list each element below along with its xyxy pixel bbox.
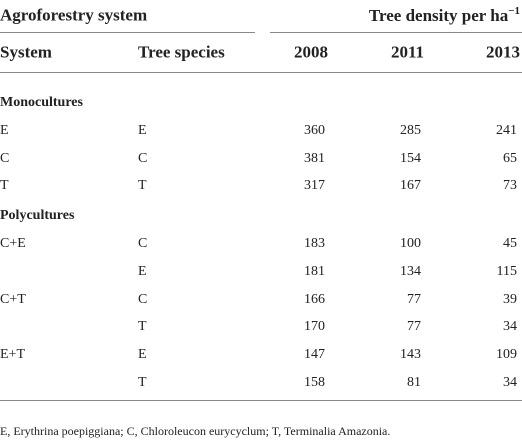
cell: T	[138, 319, 147, 335]
group-header-text: Tree density per ha	[368, 5, 509, 25]
cell: 39	[503, 291, 517, 307]
cell: 158	[304, 374, 325, 390]
footnote: E, Erythrina poepiggiana; C, Chloroleuco…	[0, 424, 391, 438]
cell: 34	[503, 319, 517, 335]
cell: 81	[407, 374, 421, 390]
cell: C+T	[0, 291, 26, 307]
cell: C+E	[0, 236, 26, 252]
cell: T	[138, 374, 147, 390]
cell: 285	[400, 123, 421, 138]
cell: T	[138, 178, 147, 194]
cell: 34	[503, 374, 517, 390]
cell: 109	[496, 346, 517, 362]
cell: 147	[304, 346, 325, 362]
cell: 100	[400, 236, 421, 252]
section-title: Monocultures	[0, 95, 83, 110]
cell: E	[138, 263, 147, 279]
column-header: System	[0, 42, 52, 62]
bottom-rule	[0, 400, 522, 401]
cell: C	[138, 150, 148, 166]
cell: 154	[400, 150, 421, 166]
column-header: Tree species	[138, 42, 225, 62]
column-header: 2013	[486, 42, 520, 62]
cell: 77	[407, 291, 421, 307]
cell: 317	[304, 178, 325, 194]
cell: E+T	[0, 346, 25, 362]
cell: C	[138, 291, 148, 307]
cell: 241	[496, 123, 517, 138]
column-header: 2008	[294, 42, 328, 62]
cell: 381	[304, 150, 325, 166]
cell: 77	[407, 319, 421, 335]
cell: 134	[400, 263, 421, 279]
cell: 115	[496, 263, 517, 279]
header-rule	[0, 72, 522, 73]
column-header: 2011	[390, 42, 424, 62]
cell: C	[138, 236, 148, 252]
cell: T	[0, 178, 9, 194]
cell: 360	[304, 123, 325, 138]
cell: C	[0, 150, 10, 166]
group-header: Tree density per ha−1	[369, 6, 520, 24]
cell: 167	[400, 178, 421, 194]
cell: 143	[400, 346, 421, 362]
group-rule	[270, 32, 522, 33]
section-title: Polycultures	[0, 208, 75, 224]
cell: 65	[503, 150, 517, 166]
cell: E	[138, 123, 147, 138]
cell: 45	[503, 236, 517, 252]
group-rule	[0, 32, 255, 33]
cell: 170	[304, 319, 325, 335]
cell: 183	[304, 236, 325, 252]
cell: E	[138, 346, 147, 362]
cell: 181	[304, 263, 325, 279]
cell: E	[0, 123, 9, 138]
group-header: Agroforestry system	[0, 5, 148, 25]
cell: 73	[503, 178, 517, 194]
superscript: −1	[508, 5, 520, 18]
cell: 166	[304, 291, 325, 307]
